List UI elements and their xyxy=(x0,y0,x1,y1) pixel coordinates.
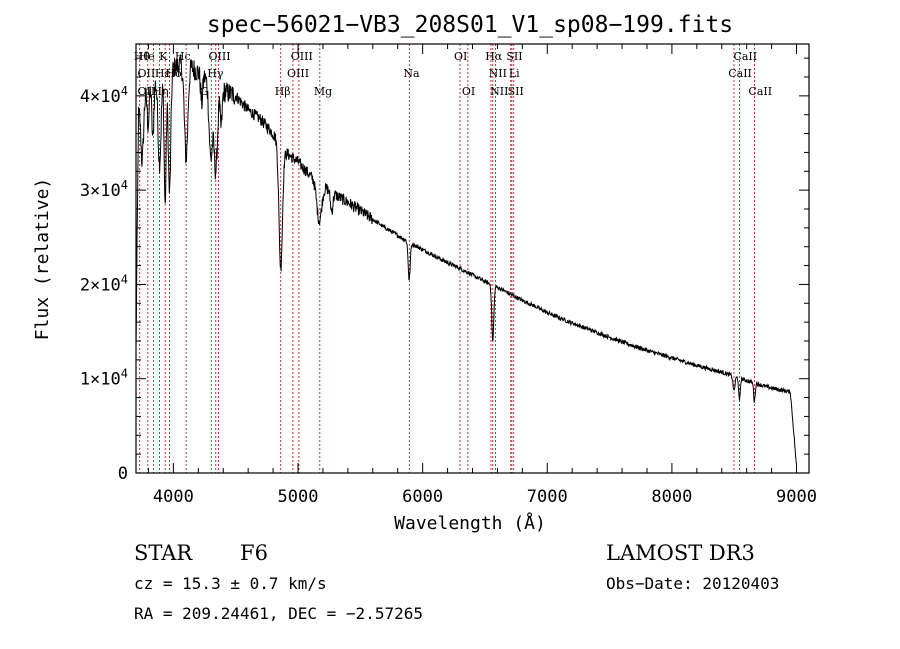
object-class: STAR xyxy=(134,541,193,565)
line-label-13: SII xyxy=(506,50,522,63)
y-tick-label-1: 1×104 xyxy=(80,367,128,390)
line-label-1: Hc xyxy=(175,50,191,63)
line-markers xyxy=(139,44,755,473)
line-marker-label-15: OI xyxy=(454,50,467,63)
line-marker-label-4: K xyxy=(159,50,168,63)
line-marker-label-10: Hβ xyxy=(275,85,291,98)
y-tick-label-4: 4×104 xyxy=(80,84,128,107)
y-axis-label: Flux (relative) xyxy=(32,178,53,341)
line-marker-label-25: CaII xyxy=(748,85,772,98)
line-label-9: G xyxy=(200,85,209,98)
chart-title: spec−56021−VB3_208S01_V1_sp08−199.fits xyxy=(207,12,733,38)
x-axis-label: Wavelength (Å) xyxy=(394,512,546,534)
y-tick-label-0: 0 xyxy=(118,464,128,484)
x-tick-label-1: 5000 xyxy=(278,487,319,507)
line-marker-label-14: Na xyxy=(403,67,420,80)
coordinates-readout: RA = 209.24461, DEC = −2.57265 xyxy=(134,604,423,623)
line-label-4: Hε xyxy=(155,67,171,80)
line-label-10: OIII xyxy=(291,50,313,63)
x-tick-label-0: 4000 xyxy=(153,487,194,507)
line-marker-label-0: Hθ xyxy=(134,50,151,63)
line-label-3: OII xyxy=(137,67,155,80)
line-label-15: Li xyxy=(509,67,520,80)
survey-name: LAMOST DR3 xyxy=(606,541,755,565)
redshift-readout: cz = 15.3 ± 0.7 km/s xyxy=(134,574,327,593)
x-tick-label-2: 6000 xyxy=(402,487,443,507)
x-tick-label-5: 9000 xyxy=(776,487,817,507)
line-label-6: Hγ xyxy=(207,67,224,80)
y-tick-label-3: 3×104 xyxy=(80,178,128,201)
x-tick-label-4: 8000 xyxy=(651,487,692,507)
line-marker-label-24: CaII xyxy=(733,50,757,63)
plot-frame xyxy=(135,43,810,474)
x-axis-ticks: 4000 5000 6000 7000 8000 9000 xyxy=(147,44,817,507)
x-tick-label-3: 7000 xyxy=(527,487,568,507)
observation-date: Obs−Date: 20120403 xyxy=(606,574,779,593)
line-marker-label-16: OI xyxy=(462,85,475,98)
y-axis-ticks: 0 1×104 2×104 3×104 4×104 xyxy=(80,57,809,484)
line-label-17: SII xyxy=(508,85,524,98)
line-label-12: Hα xyxy=(485,50,503,63)
spectrum-line xyxy=(135,54,797,464)
line-label-0: He xyxy=(139,50,155,63)
line-label-16: NII xyxy=(490,85,508,98)
object-subclass: F6 xyxy=(240,541,268,565)
line-marker-label-13: Mg xyxy=(314,85,332,98)
line-label-11: OIII xyxy=(287,67,309,80)
line-label-18: CaII xyxy=(728,67,752,80)
line-label-2: OIII xyxy=(209,50,231,63)
y-tick-label-2: 2×104 xyxy=(80,272,128,295)
line-label-14: NII xyxy=(489,67,507,80)
